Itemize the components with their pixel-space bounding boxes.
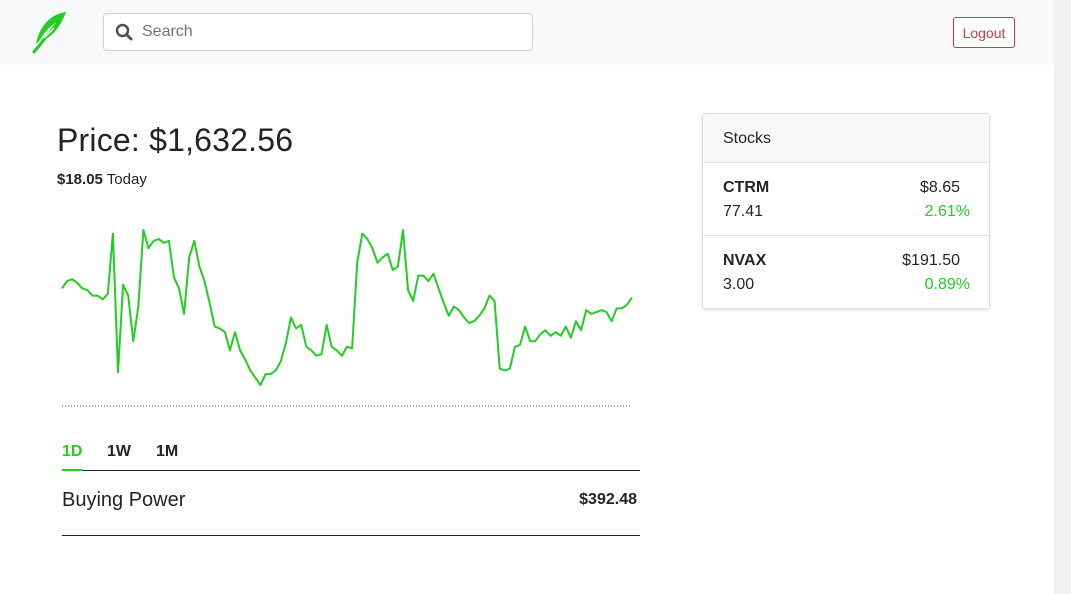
tab-1m[interactable]: 1M (156, 443, 179, 460)
stock-shares: 3.00 (723, 276, 755, 293)
page-title: Price: $1,632.56 (57, 122, 294, 158)
stock-shares: 77.41 (723, 203, 764, 220)
buying-power-value: $392.48 (579, 491, 637, 508)
stock-change-pct: 0.89% (924, 276, 970, 293)
stocks-card: Stocks CTRM $8.65 77.41 2.61% NVAX $191.… (702, 113, 990, 309)
stock-price: $8.65 (919, 179, 960, 196)
change-value: $18.05 (57, 171, 103, 188)
search-box[interactable] (103, 13, 533, 51)
stocks-card-header: Stocks (703, 114, 989, 163)
range-tabs: 1D 1W 1M (62, 438, 640, 471)
logout-button[interactable]: Logout (953, 17, 1015, 48)
navbar: Logout (0, 0, 1054, 65)
price-series-line (61, 229, 633, 386)
feather-icon[interactable] (30, 10, 70, 54)
tab-1w[interactable]: 1W (107, 443, 131, 460)
search-input[interactable] (142, 15, 522, 49)
stock-change-pct: 2.61% (924, 203, 970, 220)
buying-power-row[interactable]: Buying Power $392.48 (62, 471, 640, 536)
stock-price: $191.50 (902, 252, 960, 269)
search-icon (106, 14, 142, 50)
page-scrollbar[interactable] (1054, 0, 1071, 594)
stock-row-nvax[interactable]: NVAX $191.50 3.00 0.89% (703, 236, 989, 308)
stock-symbol: CTRM (723, 179, 770, 196)
tab-1d[interactable]: 1D (62, 443, 83, 471)
buying-power-label: Buying Power (62, 489, 186, 511)
stock-symbol: NVAX (723, 252, 767, 269)
price-chart[interactable] (57, 220, 637, 415)
stock-row-ctrm[interactable]: CTRM $8.65 77.41 2.61% (703, 163, 989, 236)
change-period: Today (106, 171, 147, 188)
daily-change: $18.05 Today (57, 171, 147, 188)
